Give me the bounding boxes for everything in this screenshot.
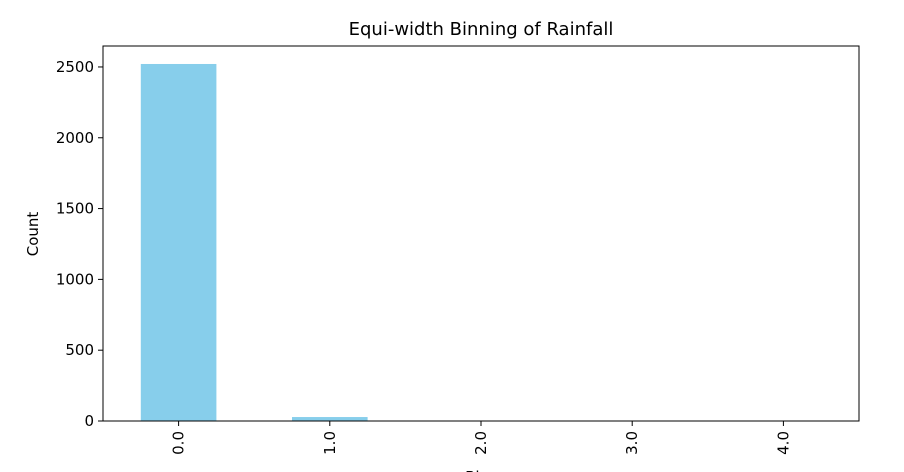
- y-axis-label: Count: [24, 212, 42, 257]
- y-tick-label: 1500: [56, 200, 94, 218]
- x-axis-label: Bins: [465, 468, 497, 472]
- bar: [292, 417, 368, 421]
- y-tick-label: 500: [65, 341, 94, 359]
- x-tick-label: 3.0: [623, 431, 641, 455]
- x-tick-label: 2.0: [472, 431, 490, 455]
- axes-frame: [102, 45, 860, 422]
- y-tick-label: 2000: [56, 129, 94, 147]
- y-tick-label: 2500: [56, 58, 94, 76]
- x-tick-label: 4.0: [774, 431, 792, 455]
- y-tick-label: 0: [84, 412, 94, 430]
- y-tick-label: 1000: [56, 270, 94, 288]
- bar: [140, 63, 217, 422]
- chart-title: Equi-width Binning of Rainfall: [349, 19, 614, 40]
- x-tick-label: 0.0: [170, 431, 188, 455]
- x-tick-label: 1.0: [321, 431, 339, 455]
